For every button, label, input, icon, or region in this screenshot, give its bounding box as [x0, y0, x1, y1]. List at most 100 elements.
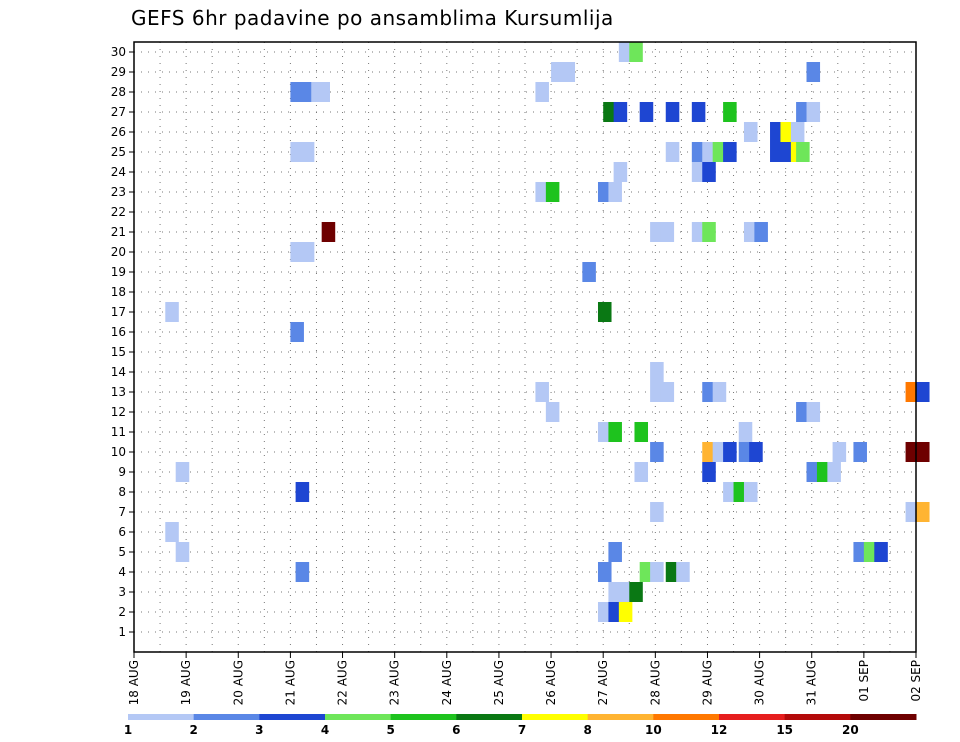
y-tick-label: 6 [118, 525, 126, 539]
heatmap-cell [650, 362, 664, 382]
y-tick-label: 2 [118, 605, 126, 619]
heatmap-cell [618, 42, 633, 62]
heatmap-cell [665, 142, 680, 162]
colorbar-segment [456, 714, 523, 720]
heatmap-cell [629, 42, 643, 62]
heatmap-cell [916, 382, 930, 402]
heatmap-cell [639, 102, 654, 122]
x-axis: 18 AUG 19 AUG 20 AUG 21 AUG 22 AUG 23 AUG 24 A… [127, 652, 923, 705]
heatmap-cell [639, 562, 654, 582]
heatmap-cell [597, 562, 612, 582]
heatmap-cell [618, 602, 633, 622]
heatmap-cell [780, 142, 794, 162]
x-tick-label: 21 AUG [283, 660, 297, 705]
heatmap-cell [608, 422, 622, 442]
heatmap-cell [754, 222, 768, 242]
colorbar-segment [850, 714, 917, 720]
heatmap-cell [738, 442, 753, 462]
y-tick-label: 9 [118, 465, 126, 479]
heatmap-cell [535, 382, 549, 402]
heatmap-cell [634, 422, 649, 442]
colorbar-segment [325, 714, 392, 720]
y-tick-label: 5 [118, 545, 126, 559]
y-tick-label: 29 [111, 65, 126, 79]
heatmap-cell [702, 462, 716, 482]
heatmap-cell [743, 482, 758, 502]
y-tick-label: 8 [118, 485, 126, 499]
heatmap-cell [816, 462, 831, 482]
heatmap-cell [290, 142, 304, 162]
heatmap-cell [300, 142, 315, 162]
heatmap-cell [665, 102, 680, 122]
heatmap-cell [723, 442, 737, 462]
colorbar-segment [784, 714, 851, 720]
heatmap-cell [613, 102, 628, 122]
heatmap-cell [618, 582, 633, 602]
heatmap-cells [165, 42, 930, 622]
heatmap-cell [175, 462, 190, 482]
heatmap-cell [650, 222, 664, 242]
heatmap-cell [702, 162, 716, 182]
colorbar-segment [719, 714, 786, 720]
y-tick-label: 14 [111, 365, 126, 379]
heatmap-cell [702, 382, 716, 402]
y-tick-label: 23 [111, 185, 126, 199]
heatmap-cell [691, 102, 706, 122]
heatmap-cell [597, 422, 612, 442]
heatmap-cell [806, 462, 821, 482]
heatmap-cell [676, 562, 690, 582]
y-tick-label: 24 [111, 165, 126, 179]
x-tick-label: 29 AUG [700, 660, 714, 705]
heatmap-cell [712, 382, 727, 402]
colorbar-label: 5 [386, 723, 394, 737]
heatmap-cell [853, 542, 867, 562]
heatmap-cell [660, 382, 675, 402]
heatmap-cell [796, 142, 810, 162]
colorbar-label: 12 [711, 723, 728, 737]
colorbar-segment [259, 714, 326, 720]
heatmap-cell [165, 522, 179, 542]
heatmap-cell [660, 222, 675, 242]
x-tick-label: 28 AUG [648, 660, 662, 705]
y-axis: 1234567891011121314151617181920212223242… [111, 45, 134, 639]
heatmap-cell [316, 82, 330, 102]
heatmap-cell [863, 542, 878, 562]
heatmap-cell [691, 222, 706, 242]
heatmap-cell [874, 542, 888, 562]
heatmap-cell [551, 62, 565, 82]
heatmap-cell [650, 562, 664, 582]
colorbar-segment [653, 714, 720, 720]
heatmap-cell [853, 442, 867, 462]
heatmap-cell [790, 122, 805, 142]
heatmap-cell [712, 142, 727, 162]
heatmap-cell [770, 122, 784, 142]
heatmap-cell [650, 382, 664, 402]
y-tick-label: 30 [111, 45, 126, 59]
x-tick-label: 19 AUG [179, 660, 193, 705]
x-tick-label: 22 AUG [336, 660, 350, 705]
y-tick-label: 3 [118, 585, 126, 599]
heatmap-cell [165, 302, 179, 322]
heatmap-cell [749, 442, 763, 462]
colorbar-segment [128, 714, 195, 720]
chart-title: GEFS 6hr padavine po ansamblima Kursumli… [131, 6, 614, 30]
y-tick-label: 12 [111, 405, 126, 419]
heatmap-cell [597, 302, 612, 322]
colorbar-label: 6 [452, 723, 460, 737]
heatmap-cell [650, 502, 664, 522]
heatmap-cell [743, 222, 758, 242]
x-tick-label: 27 AUG [596, 660, 610, 705]
heatmap-cell [723, 142, 737, 162]
heatmap-cell [290, 242, 304, 262]
y-tick-label: 22 [111, 205, 126, 219]
heatmap-cell [806, 62, 821, 82]
x-tick-label: 31 AUG [805, 660, 819, 705]
heatmap-cell [535, 82, 549, 102]
heatmap-cell [723, 102, 737, 122]
x-tick-label: 24 AUG [440, 660, 454, 705]
y-tick-label: 4 [118, 565, 126, 579]
heatmap-cell [300, 82, 315, 102]
heatmap-cell [545, 402, 560, 422]
x-tick-label: 01 SEP [857, 660, 871, 702]
heatmap-cell [806, 402, 821, 422]
